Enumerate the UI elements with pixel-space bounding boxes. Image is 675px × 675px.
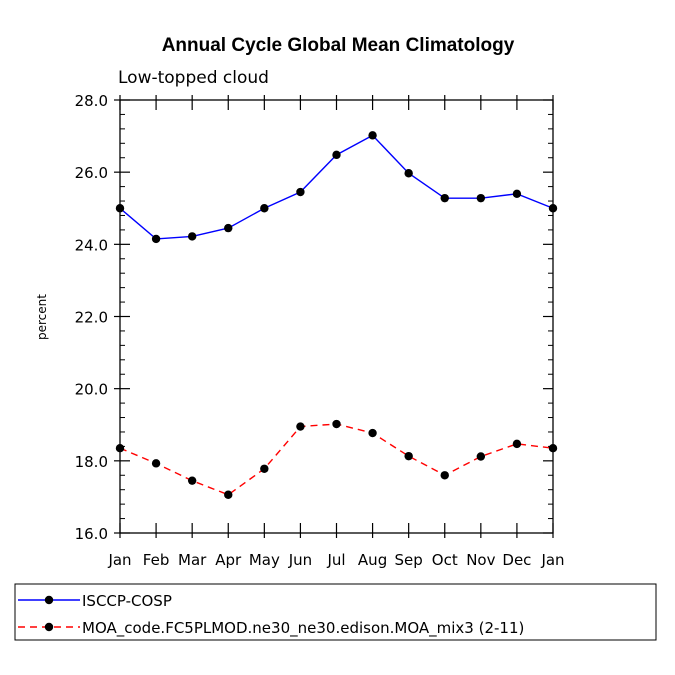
- x-tick-label: Jun: [288, 551, 312, 569]
- series-line: [119, 423, 554, 496]
- axis-ticks: [114, 95, 554, 538]
- data-point: [476, 452, 486, 461]
- x-tick-label: Oct: [432, 551, 458, 569]
- data-point: [440, 193, 449, 203]
- data-point: [404, 169, 413, 178]
- x-tick-label: Dec: [502, 551, 531, 569]
- legend-marker: [44, 622, 54, 632]
- chart-title: Annual Cycle Global Mean Climatology: [162, 35, 515, 56]
- chart-subtitle: Low-topped cloud: [118, 68, 269, 88]
- data-point: [151, 459, 161, 468]
- data-point: [296, 187, 305, 197]
- data-point: [512, 189, 522, 199]
- y-tick-label: 20.0: [75, 381, 108, 399]
- data-point: [151, 234, 161, 244]
- data-point: [224, 490, 233, 499]
- series-layer: [115, 131, 558, 499]
- legend-box: [14, 583, 657, 641]
- data-point: [187, 476, 197, 485]
- y-tick-label: 24.0: [75, 236, 108, 254]
- y-tick-label: 28.0: [75, 92, 108, 110]
- y-tick-label: 22.0: [75, 309, 108, 327]
- x-tick-labels: Jan Feb Mar Apr May Jun Jul Aug Sep Oct Nov Dec Jan: [107, 551, 564, 569]
- legend-label: ISCCP-COSP: [82, 592, 172, 610]
- series-1: [115, 419, 558, 499]
- data-point: [476, 193, 486, 203]
- series-0: [115, 131, 558, 244]
- data-point: [332, 150, 341, 160]
- x-tick-label: May: [249, 551, 280, 569]
- y-axis-label: percent: [35, 294, 49, 340]
- x-tick-label: Mar: [178, 551, 207, 569]
- data-point: [296, 422, 305, 431]
- data-point: [548, 204, 558, 213]
- legend-marker: [44, 595, 54, 605]
- legend: ISCCP-COSP MOA_code.FC5PLMOD.ne30_ne30.ed…: [18, 592, 524, 638]
- y-tick-label: 26.0: [75, 164, 108, 182]
- x-tick-label: Jan: [540, 551, 564, 569]
- y-tick-label: 18.0: [75, 453, 108, 471]
- x-tick-label: Jul: [326, 551, 345, 569]
- data-point: [115, 444, 125, 453]
- data-point: [404, 451, 413, 461]
- x-tick-label: Aug: [358, 551, 387, 569]
- x-tick-label: Jan: [107, 551, 131, 569]
- data-point: [440, 471, 449, 480]
- x-tick-label: Sep: [395, 551, 423, 569]
- y-tick-label: 16.0: [75, 525, 108, 543]
- x-tick-label: Feb: [143, 551, 170, 569]
- data-point: [368, 428, 377, 438]
- data-point: [115, 204, 125, 213]
- data-point: [260, 464, 269, 473]
- data-point: [548, 444, 558, 453]
- data-point: [368, 131, 377, 140]
- plot-frame: [119, 99, 554, 534]
- data-point: [224, 223, 233, 233]
- data-point: [260, 204, 269, 213]
- y-tick-labels: 16.0 18.0 20.0 22.0 24.0 26.0 28.0: [75, 92, 108, 543]
- data-point: [187, 232, 197, 241]
- x-tick-label: Apr: [215, 551, 242, 569]
- x-tick-label: Nov: [466, 551, 495, 569]
- data-point: [512, 439, 522, 449]
- legend-label: MOA_code.FC5PLMOD.ne30_ne30.edison.MOA_m…: [82, 619, 524, 638]
- data-point: [332, 419, 341, 429]
